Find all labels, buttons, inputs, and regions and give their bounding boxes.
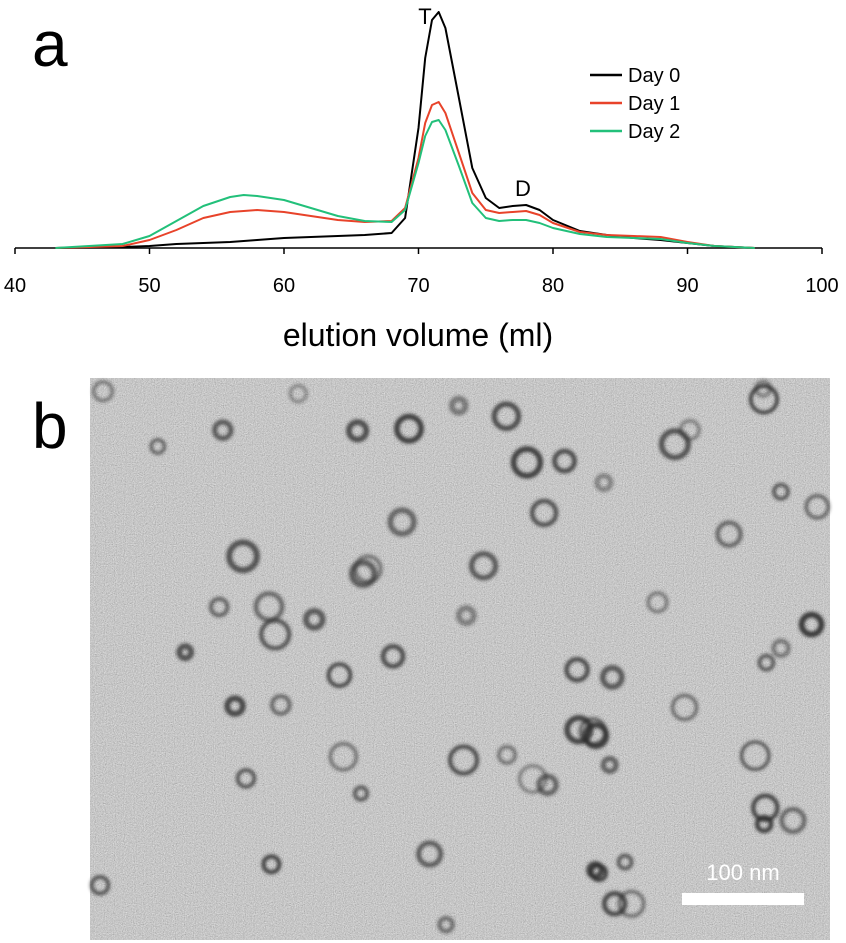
particle: [748, 384, 779, 415]
particle: [380, 644, 406, 669]
particle: [529, 498, 559, 528]
particle: [149, 438, 166, 455]
particle: [798, 611, 825, 638]
particle: [564, 715, 594, 745]
particle: [601, 890, 628, 917]
particle: [468, 551, 499, 581]
particle: [751, 793, 780, 823]
particle: [437, 915, 455, 934]
particle: [235, 768, 257, 789]
x-tick-label: 50: [138, 275, 160, 297]
scale-bar: [682, 893, 804, 905]
particle: [387, 507, 417, 537]
particle: [259, 618, 292, 651]
particle: [754, 814, 774, 834]
annotation: D: [515, 176, 531, 201]
particle: [224, 695, 246, 717]
particle: [599, 665, 625, 690]
particle: [176, 643, 195, 662]
panel-label: a: [32, 8, 68, 80]
particle: [582, 722, 610, 750]
legend-label: Day 0: [628, 65, 680, 87]
particle: [757, 653, 776, 672]
particle: [491, 401, 522, 431]
particle: [586, 861, 605, 880]
x-axis-label: elution volume (ml): [283, 317, 553, 353]
particle: [303, 608, 326, 631]
series-line: [55, 101, 755, 249]
particle: [594, 473, 614, 492]
particle: [89, 875, 111, 896]
particle: [779, 806, 807, 835]
particle: [328, 742, 359, 772]
particle: [552, 448, 577, 474]
particle: [589, 863, 609, 883]
particle: [346, 419, 370, 443]
particle: [564, 656, 590, 683]
x-tick-label: 60: [273, 275, 295, 297]
x-tick-label: 100: [805, 275, 838, 297]
x-tick-label: 90: [676, 275, 698, 297]
series-line: [55, 119, 755, 249]
particle: [617, 889, 646, 918]
particle: [646, 591, 669, 614]
legend-label: Day 1: [628, 93, 680, 115]
particle: [510, 446, 544, 479]
particle: [715, 520, 743, 548]
particle: [448, 395, 469, 416]
particle: [658, 428, 691, 461]
particle: [92, 380, 114, 403]
particle: [326, 662, 353, 688]
particle: [497, 744, 517, 765]
scale-bar-label: 100 nm: [706, 860, 779, 885]
particle: [670, 693, 699, 722]
micrograph: 100 nm: [89, 378, 831, 940]
particle: [616, 853, 634, 871]
particle: [600, 755, 619, 774]
particle: [804, 494, 831, 520]
x-tick-label: 80: [542, 275, 564, 297]
annotation: T: [418, 4, 431, 29]
particle: [740, 740, 771, 771]
particle: [348, 559, 378, 589]
particle: [753, 379, 773, 398]
particle: [270, 694, 292, 716]
particles: [89, 379, 831, 934]
x-tick-label: 40: [4, 275, 26, 297]
particle: [352, 785, 370, 802]
micrograph-background: [90, 378, 830, 940]
particle: [416, 840, 444, 868]
particle: [518, 764, 548, 794]
particle: [226, 539, 260, 574]
particle: [771, 638, 791, 658]
particle: [208, 596, 230, 618]
panel-label: b: [32, 390, 68, 462]
particle: [288, 384, 308, 404]
particle: [447, 744, 480, 776]
particle: [772, 482, 790, 501]
particle: [261, 854, 282, 875]
particle: [455, 605, 477, 626]
particle: [536, 773, 559, 797]
particle: [212, 419, 234, 441]
x-tick-label: 70: [407, 275, 429, 297]
particle: [394, 413, 424, 444]
legend-label: Day 2: [628, 121, 680, 143]
